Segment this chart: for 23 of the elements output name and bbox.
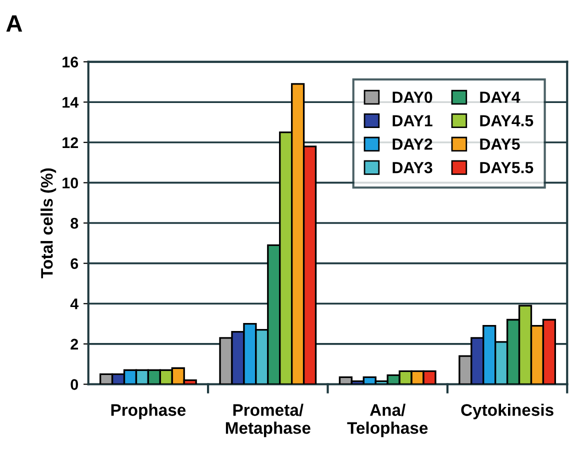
x-tick-label: Prometa/ Metaphase [226, 404, 310, 438]
y-tick-label: 14 [62, 97, 79, 108]
x-tick-label: Ana/ Telophase [347, 404, 428, 438]
legend-label: DAY4.5 [480, 115, 534, 126]
y-axis-title: Total cells (%) [40, 168, 56, 278]
y-tick-label: 4 [70, 298, 79, 310]
y-tick-label: 16 [62, 56, 78, 68]
y-tick-label: 12 [62, 137, 78, 148]
y-tick-label: 0 [70, 379, 78, 390]
legend-label: DAY0 [392, 92, 432, 103]
x-tick-label: Cytokinesis [461, 404, 554, 420]
legend-label: DAY3 [392, 162, 432, 174]
legend-label: DAY1 [392, 115, 432, 126]
legend-label: DAY5 [480, 138, 520, 150]
y-tick-label: 6 [70, 258, 78, 270]
y-tick-label: 8 [70, 218, 78, 229]
legend-label: DAY2 [392, 138, 432, 150]
y-tick-label: 10 [62, 178, 78, 188]
chart-title: A [6, 15, 22, 32]
legend-label: DAY5.5 [480, 162, 534, 174]
y-tick-label: 2 [70, 338, 78, 350]
legend-label: DAY4 [480, 92, 520, 103]
x-tick-label: Prophase [111, 404, 186, 420]
